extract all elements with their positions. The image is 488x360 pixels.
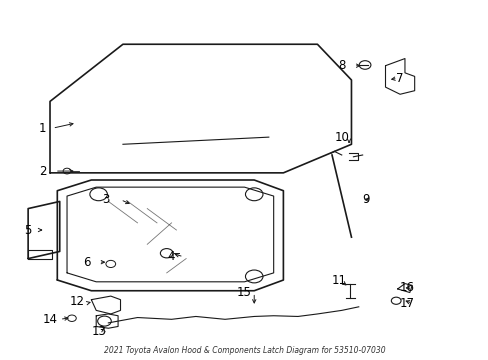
Text: 13: 13 (91, 325, 106, 338)
Text: 4: 4 (167, 250, 175, 263)
Text: 6: 6 (82, 256, 90, 269)
Text: 15: 15 (237, 286, 251, 299)
Text: 16: 16 (399, 281, 414, 294)
Text: 11: 11 (331, 274, 346, 287)
Text: 2021 Toyota Avalon Hood & Components Latch Diagram for 53510-07030: 2021 Toyota Avalon Hood & Components Lat… (103, 346, 385, 355)
Text: 1: 1 (39, 122, 46, 135)
Text: 2: 2 (39, 165, 46, 177)
Text: 10: 10 (334, 131, 348, 144)
Text: 12: 12 (69, 295, 84, 308)
Text: 17: 17 (399, 297, 414, 310)
Text: 9: 9 (362, 193, 369, 206)
Text: 8: 8 (337, 59, 345, 72)
Text: 5: 5 (24, 224, 32, 237)
Text: 7: 7 (396, 72, 403, 85)
Text: 14: 14 (42, 313, 58, 326)
Text: 3: 3 (102, 193, 109, 206)
